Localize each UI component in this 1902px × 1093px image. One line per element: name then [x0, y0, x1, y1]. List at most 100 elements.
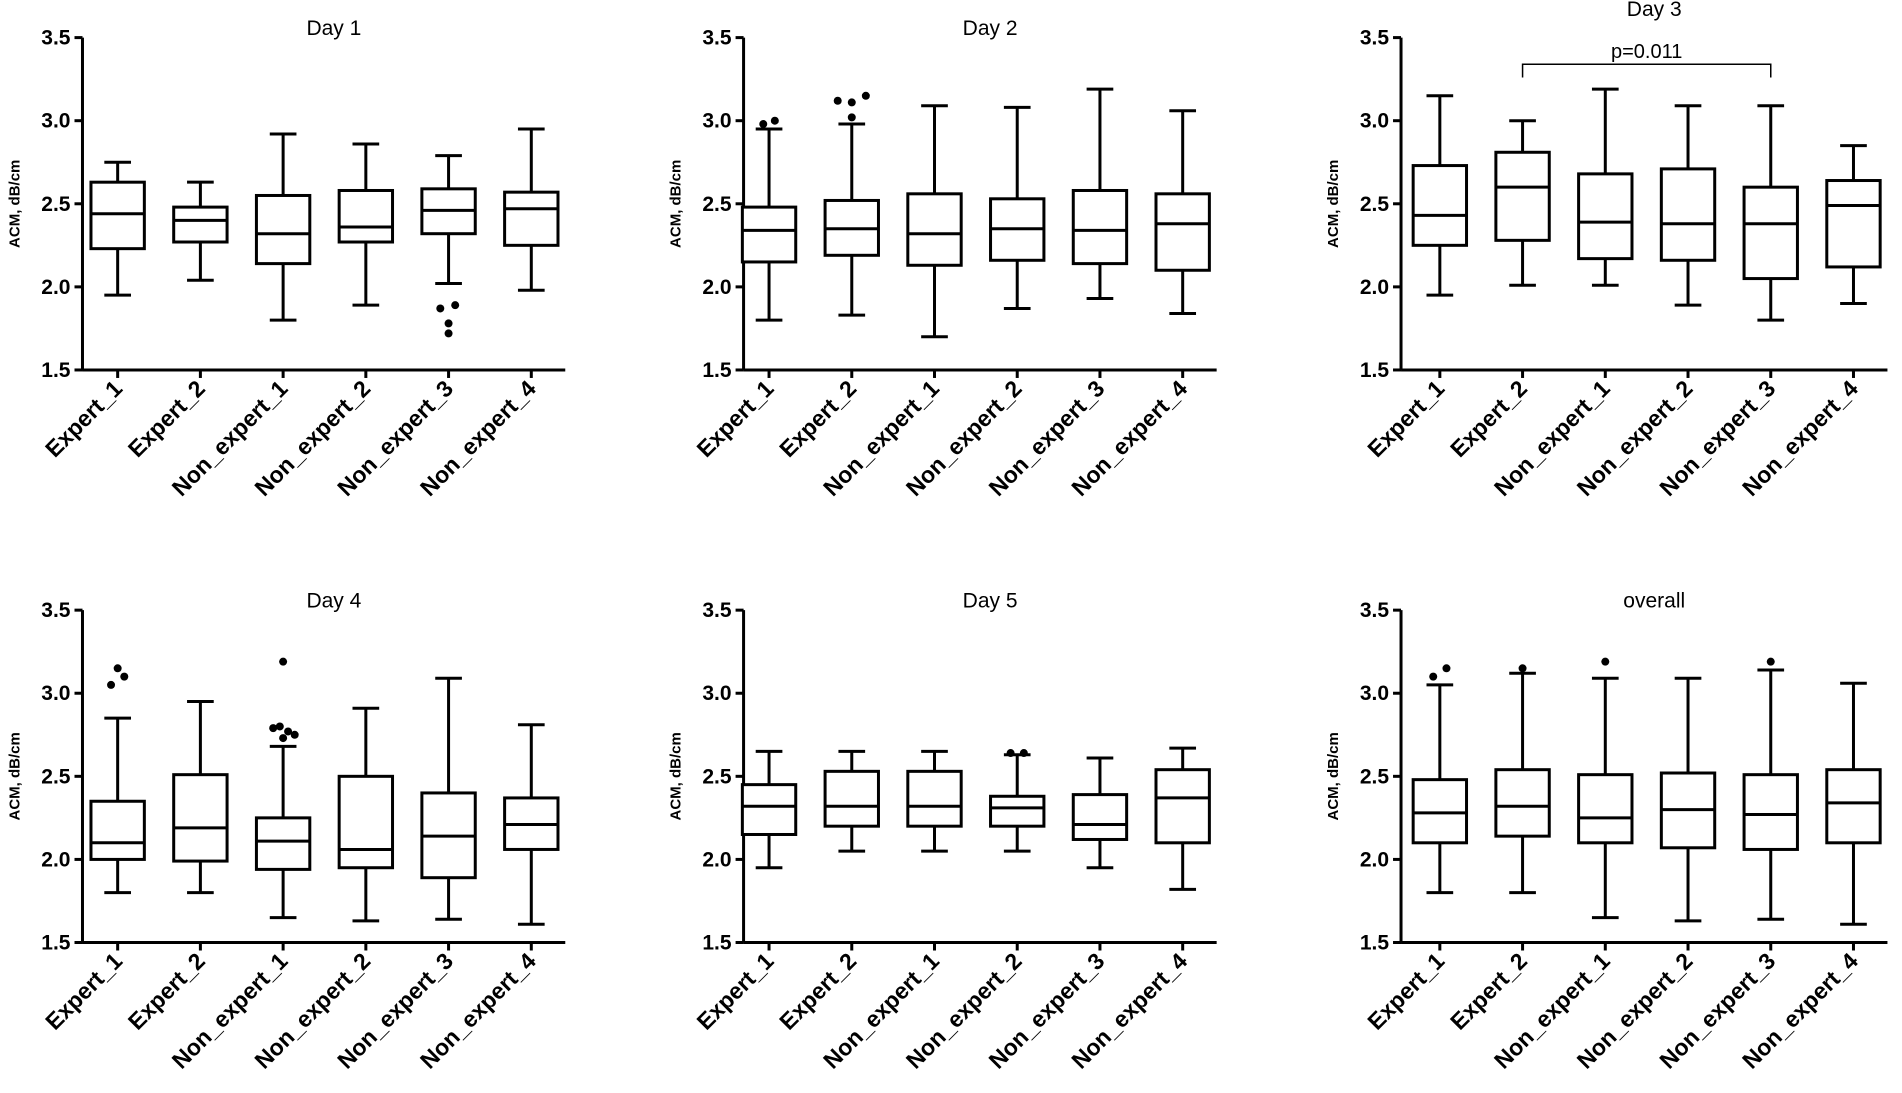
- x-tick-label: Expert_1: [1362, 375, 1449, 462]
- outlier-point: [444, 329, 453, 338]
- significance-bracket: p=0.011: [1521, 41, 1772, 78]
- interquartile-box: [254, 816, 312, 871]
- x-tick-label: Expert_2: [774, 948, 861, 1035]
- interquartile-box: [1071, 188, 1129, 266]
- outlier-point: [770, 116, 779, 125]
- interquartile-box: [1577, 773, 1634, 845]
- x-tick-label: Expert_1: [40, 375, 127, 462]
- box-expert-1: [740, 749, 798, 870]
- x-tick-label: Expert_2: [774, 375, 861, 462]
- outlier-point: [861, 91, 870, 100]
- x-tick-label: Expert_1: [691, 948, 778, 1035]
- y-axis-label: ACM, dB/cm: [1325, 732, 1342, 820]
- y-tick-label: 3.0: [1360, 682, 1389, 705]
- interquartile-box: [1411, 164, 1469, 247]
- outlier-point: [847, 113, 856, 122]
- chart-title: Day 2: [963, 17, 1018, 40]
- y-tick-label: 3.0: [41, 682, 70, 705]
- interquartile-box: [740, 205, 798, 264]
- outlier-point: [451, 301, 460, 310]
- box-expert-2: [172, 700, 229, 895]
- interquartile-box: [337, 774, 395, 870]
- y-tick-label: 2.5: [41, 765, 71, 788]
- outlier-point: [275, 722, 284, 731]
- box-expert-1: [89, 160, 146, 297]
- interquartile-box: [906, 769, 963, 828]
- outlier-point: [279, 657, 288, 666]
- box-non-expert-3: [420, 154, 477, 338]
- box-non-expert-3: [1742, 104, 1799, 322]
- box-non-expert-2: [989, 749, 1046, 853]
- y-tick-label: 1.5: [1360, 359, 1390, 382]
- outlier-point: [436, 304, 445, 313]
- y-tick-label: 3.5: [1360, 599, 1390, 622]
- interquartile-box: [1494, 768, 1551, 838]
- interquartile-box: [254, 193, 312, 266]
- x-tick-label: Expert_1: [40, 948, 127, 1035]
- interquartile-box: [172, 773, 229, 863]
- outlier-point: [847, 98, 856, 107]
- y-tick-label: 2.0: [702, 848, 731, 871]
- outlier-point: [279, 734, 288, 743]
- chart-title: Day 3: [1627, 0, 1682, 21]
- interquartile-box: [1742, 185, 1799, 281]
- y-tick-label: 3.5: [1360, 27, 1390, 50]
- box-expert-2: [172, 180, 229, 282]
- y-tick-label: 1.5: [702, 932, 732, 955]
- interquartile-box: [906, 192, 963, 267]
- interquartile-box: [89, 799, 146, 861]
- outlier-point: [1766, 657, 1775, 666]
- interquartile-box: [1071, 793, 1129, 841]
- chart-panel-3: Day 3 ACM, dB/cm 1.5 2.0 2.5 3.0 3.5 Expert_1Ex…: [1325, 0, 1888, 501]
- box-non-expert-2: [1659, 676, 1717, 923]
- interquartile-box: [89, 180, 146, 251]
- outlier-point: [269, 724, 278, 733]
- box-expert-2: [823, 91, 880, 317]
- y-tick-label: 2.5: [41, 193, 71, 216]
- interquartile-box: [1411, 778, 1469, 845]
- x-tick-label: Expert_2: [123, 948, 210, 1035]
- outlier-point: [1429, 672, 1438, 681]
- box-non-expert-4: [1154, 746, 1211, 891]
- chart-panel-1: Day 1 ACM, dB/cm 1.5 2.0 2.5 3.0 3.5 Expert_1Ex…: [6, 17, 566, 501]
- chart-panel-5: Day 5 ACM, dB/cm 1.5 2.0 2.5 3.0 3.5 Expert_1Ex…: [667, 590, 1217, 1074]
- y-tick-label: 2.5: [702, 765, 732, 788]
- box-non-expert-3: [1071, 756, 1129, 870]
- x-tick-label: Expert_1: [691, 375, 778, 462]
- y-axis-label: ACM, dB/cm: [667, 732, 684, 820]
- y-tick-label: 3.5: [41, 27, 71, 50]
- box-non-expert-4: [1825, 144, 1882, 305]
- y-tick-label: 2.0: [41, 276, 70, 299]
- y-tick-label: 3.5: [702, 599, 732, 622]
- y-tick-label: 2.0: [41, 848, 70, 871]
- box-expert-1: [89, 664, 146, 895]
- interquartile-box: [1659, 167, 1717, 262]
- y-tick-label: 3.0: [1360, 110, 1389, 133]
- chart-panel-4: Day 4 ACM, dB/cm 1.5 2.0 2.5 3.0 3.5 Expert_1Ex…: [6, 590, 566, 1074]
- box-non-expert-1: [906, 749, 963, 853]
- y-tick-label: 1.5: [41, 932, 71, 955]
- y-tick-label: 3.0: [702, 682, 731, 705]
- y-axis-label: ACM, dB/cm: [1325, 160, 1342, 248]
- y-tick-label: 3.5: [702, 27, 732, 50]
- interquartile-box: [1577, 172, 1634, 261]
- chart-panel-2: Day 2 ACM, dB/cm 1.5 2.0 2.5 3.0 3.5 Expert_1Ex…: [667, 17, 1217, 501]
- x-tick-label: Expert_2: [1445, 948, 1532, 1035]
- outlier-point: [290, 730, 299, 739]
- chart-panel-6: overall ACM, dB/cm 1.5 2.0 2.5 3.0 3.5 Expert_1…: [1325, 590, 1888, 1074]
- outlier-point: [1442, 664, 1451, 673]
- box-non-expert-1: [254, 132, 312, 322]
- y-tick-label: 1.5: [41, 359, 71, 382]
- outlier-point: [284, 727, 293, 736]
- outlier-point: [1019, 749, 1028, 758]
- y-axis-label: ACM, dB/cm: [6, 732, 23, 820]
- y-tick-label: 3.0: [41, 110, 70, 133]
- interquartile-box: [1494, 150, 1551, 242]
- box-non-expert-2: [1659, 104, 1717, 307]
- box-non-expert-1: [1577, 87, 1634, 287]
- interquartile-box: [1825, 179, 1882, 269]
- box-expert-2: [1494, 664, 1551, 895]
- y-tick-label: 2.5: [702, 193, 732, 216]
